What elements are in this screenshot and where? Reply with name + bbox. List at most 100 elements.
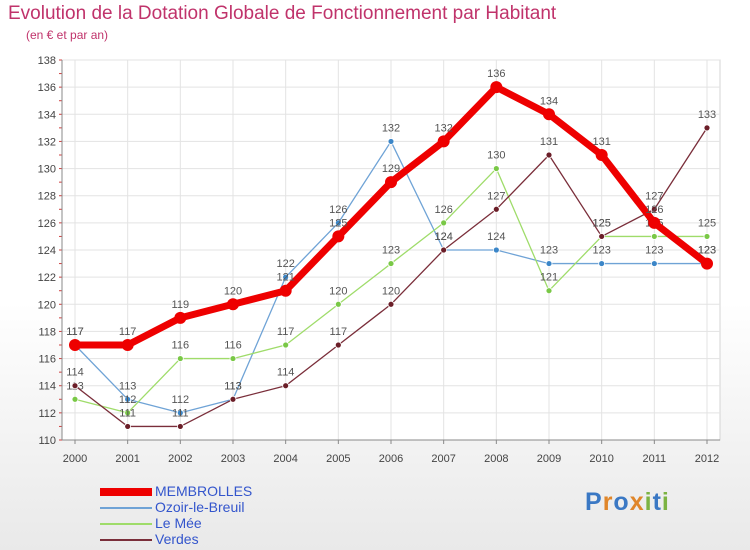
y-tick-label: 120: [38, 299, 56, 311]
data-label: 123: [382, 245, 400, 257]
data-point: [227, 298, 239, 311]
y-tick-label: 134: [38, 109, 56, 121]
logo-letter: P: [585, 488, 603, 516]
y-tick-label: 136: [38, 82, 56, 94]
data-point: [598, 260, 606, 267]
data-point: [121, 339, 134, 351]
data-point: [595, 149, 608, 161]
data-point: [387, 300, 395, 308]
data-point: [174, 311, 187, 324]
data-point: [703, 124, 711, 132]
data-label: 113: [224, 380, 242, 392]
data-label: 116: [172, 340, 190, 352]
data-point: [545, 260, 553, 267]
data-point: [176, 409, 184, 417]
chart-subtitle: (en € et par an): [26, 28, 109, 42]
legend-label-ozoir-le-breuil: Ozoir-le-Breuil: [155, 499, 245, 515]
y-tick-label: 114: [38, 381, 56, 393]
y-tick-label: 130: [38, 164, 56, 176]
x-tick-label: 2000: [63, 453, 87, 465]
chart-title: Evolution de la Dotation Globale de Fonc…: [8, 3, 557, 24]
data-point: [545, 287, 553, 295]
data-label: 124: [434, 231, 452, 243]
data-point: [69, 339, 81, 351]
data-label: 111: [119, 407, 136, 419]
data-point: [334, 341, 342, 349]
y-tick-label: 132: [38, 136, 56, 148]
x-tick-label: 2005: [326, 453, 350, 465]
data-point: [387, 260, 395, 267]
legend-label-verdes: Verdes: [155, 531, 199, 547]
data-point: [543, 108, 555, 121]
proxiti-logo: Proxiti: [585, 488, 670, 517]
data-label: 117: [330, 326, 348, 338]
data-label: 125: [592, 217, 610, 229]
series-verdes: 114 111 111 113 114 117 120 124 127 131 125 127 133: [66, 109, 716, 430]
y-tick-label: 118: [38, 326, 56, 338]
data-point: [282, 382, 290, 390]
y-tick-label: 138: [38, 55, 56, 67]
data-point: [492, 205, 500, 213]
logo-letter: i: [661, 488, 670, 516]
data-label: 111: [172, 407, 189, 419]
data-point: [279, 284, 292, 297]
data-label: 133: [698, 109, 716, 121]
data-point: [334, 300, 342, 308]
data-point: [124, 395, 132, 403]
data-point: [490, 81, 503, 94]
data-point: [334, 219, 342, 227]
data-label: 113: [224, 380, 242, 392]
data-point: [71, 395, 79, 403]
data-label: 123: [698, 245, 716, 257]
data-point: [387, 138, 395, 145]
data-label: 132: [382, 122, 400, 134]
x-tick-label: 2003: [221, 453, 245, 465]
x-tick-label: 2007: [431, 453, 455, 465]
data-label: 116: [224, 340, 242, 352]
data-label: 117: [119, 326, 137, 338]
data-label: 120: [382, 285, 400, 297]
data-point: [648, 216, 661, 229]
logo-letter: i: [644, 488, 653, 516]
x-tick-label: 2008: [484, 453, 508, 465]
data-point: [650, 260, 658, 267]
data-label: 125: [329, 217, 347, 229]
data-label: 119: [172, 299, 190, 311]
x-tick-label: 2012: [695, 453, 719, 465]
x-tick-label: 2010: [589, 453, 613, 465]
data-point: [176, 355, 184, 362]
x-tick-label: 2001: [115, 453, 139, 465]
data-point: [703, 233, 711, 240]
data-label: 126: [329, 204, 347, 216]
data-label: 125: [698, 217, 716, 229]
data-point: [176, 423, 184, 430]
data-label: 131: [592, 136, 610, 148]
data-label: 123: [592, 245, 610, 257]
series-membrolles: 117 117 119 120 121 125 129 132 136 134 131 126 123: [66, 68, 716, 351]
data-label: 127: [487, 190, 505, 202]
data-point: [440, 219, 448, 227]
legend-swatch-le-mee: [100, 523, 152, 525]
data-label: 129: [382, 163, 400, 175]
data-point: [437, 135, 450, 148]
data-label: 124: [434, 231, 452, 243]
legend-swatch-ozoir-le-breuil: [100, 507, 152, 509]
data-label: 132: [434, 122, 452, 134]
data-label: 130: [487, 150, 505, 162]
data-label: 117: [66, 326, 84, 338]
data-label: 123: [698, 245, 716, 257]
data-label: 120: [224, 285, 242, 297]
y-tick-label: 116: [38, 354, 56, 366]
series-ozoir-le-breuil: 117 113 112 113 122 126 132 124 124 123 123 123 123: [66, 122, 716, 417]
data-point: [229, 395, 237, 403]
x-tick-label: 2011: [643, 453, 667, 465]
x-tick-label: 2006: [379, 453, 403, 465]
data-label: 114: [277, 367, 295, 379]
data-label: 124: [487, 231, 505, 243]
logo-letter: r: [602, 488, 614, 516]
data-label: 123: [645, 245, 663, 257]
data-point: [282, 273, 290, 281]
data-point: [385, 176, 397, 189]
